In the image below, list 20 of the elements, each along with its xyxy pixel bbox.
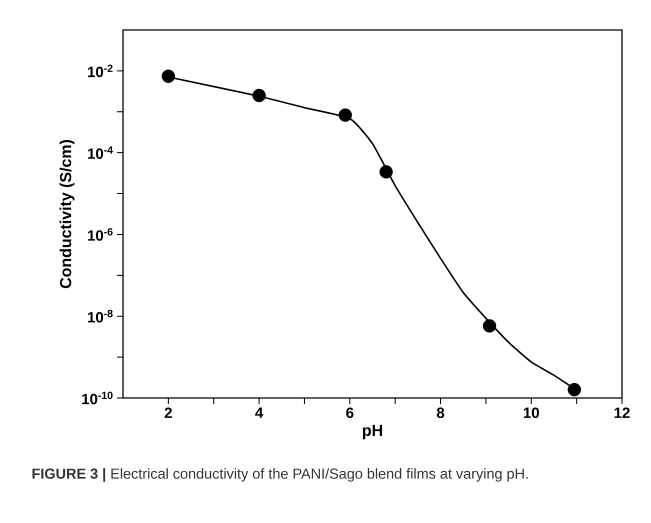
point: [338, 108, 352, 122]
text: FIGURE 3 | Electrical conductivity of the PANI/Sago blend films at varying pH.: [32, 468, 528, 482]
point: [568, 382, 582, 396]
y-tick-label: 10$^{-6}$: [88, 228, 113, 241]
x-tick-label: 2: [164, 407, 172, 418]
point: [252, 88, 266, 102]
point: [162, 70, 176, 83]
x-tick-label: 6: [346, 407, 354, 418]
y-tick-label: 10$^{-8}$: [88, 310, 113, 323]
y-tick-label: 10$^{-4}$: [88, 146, 113, 159]
y-tick-label: 10$^{-10}$: [82, 392, 113, 404]
y-tick-label: 10$^{-2}$: [88, 64, 113, 78]
y-axis-title: Conductivity (S/cm): [60, 140, 74, 288]
point: [379, 165, 393, 179]
point: [482, 319, 496, 333]
x-tick-label: 8: [436, 407, 444, 418]
x-tick-label: 10: [524, 407, 539, 418]
x-tick-label: 12: [614, 407, 630, 418]
x-tick-label: 4: [255, 407, 264, 418]
x-axis-title: pH: [362, 424, 382, 440]
